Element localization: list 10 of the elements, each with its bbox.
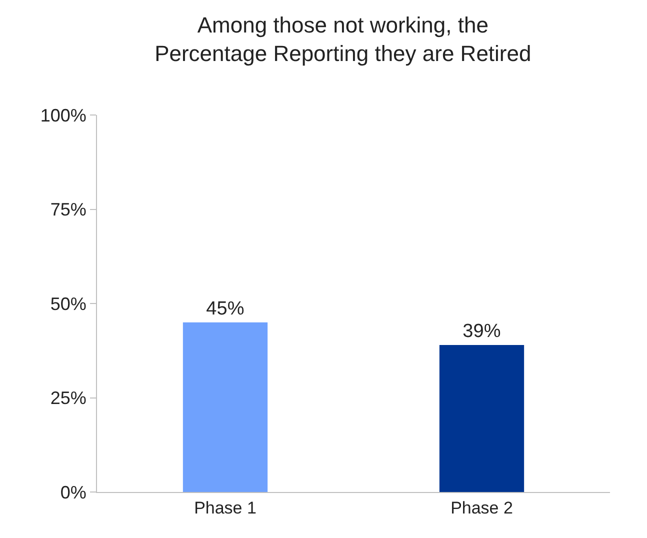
y-tick-label: 0% — [60, 482, 86, 502]
data-label: 45% — [206, 298, 244, 320]
y-tick-label: 75% — [50, 200, 86, 220]
y-tick-label: 100% — [40, 105, 86, 126]
y-tick-label: 50% — [50, 294, 86, 314]
chart-title: Among those not working, the Percentage Reporting they are Retired — [154, 12, 532, 66]
data-label: 39% — [462, 320, 501, 342]
y-tick-label: 25% — [50, 388, 86, 408]
x-tick-label: Phase 1 — [194, 498, 256, 518]
x-tick-label: Phase 2 — [450, 498, 513, 518]
